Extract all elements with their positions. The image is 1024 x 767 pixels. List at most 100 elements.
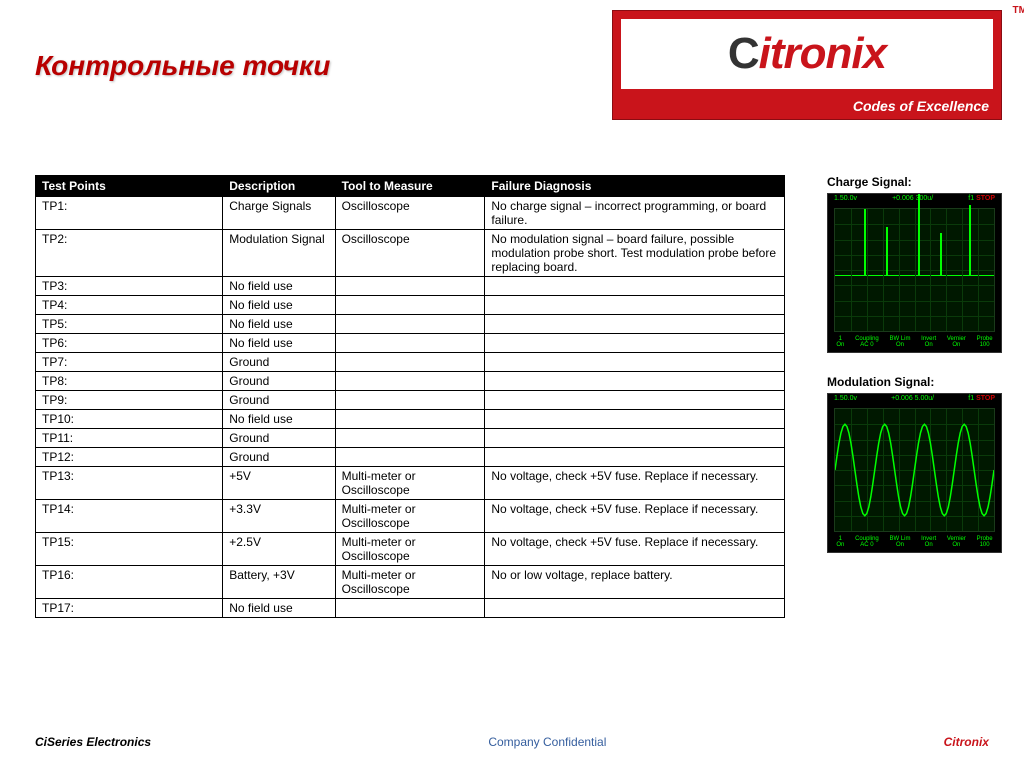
table-row: TP7:Ground bbox=[36, 353, 785, 372]
table-row: TP14:+3.3VMulti-meter or OscilloscopeNo … bbox=[36, 500, 785, 533]
scope-bottom-item: 1On bbox=[836, 336, 844, 348]
table-cell bbox=[485, 429, 785, 448]
scope-bottom-item: VernierOn bbox=[947, 336, 966, 348]
scope1-top-r1: f1 bbox=[968, 195, 974, 202]
scope-bottom-item: Probe100 bbox=[977, 336, 993, 348]
scope2-display: 1.50.0v +0.006 5.00u/ f1 STOP 1OnCouplin… bbox=[827, 393, 1002, 553]
logo-inner: Citronix bbox=[621, 19, 993, 89]
table-cell: TP1: bbox=[36, 197, 223, 230]
table-row: TP12:Ground bbox=[36, 448, 785, 467]
table-cell: Charge Signals bbox=[223, 197, 335, 230]
table-cell bbox=[335, 448, 485, 467]
scope-bottom-item: CouplingAC 0 bbox=[855, 336, 879, 348]
table-cell bbox=[485, 334, 785, 353]
table-cell bbox=[485, 391, 785, 410]
table-cell bbox=[335, 296, 485, 315]
table-cell: TP14: bbox=[36, 500, 223, 533]
table-cell bbox=[335, 334, 485, 353]
table-cell: TP10: bbox=[36, 410, 223, 429]
table-cell bbox=[335, 599, 485, 618]
table-cell: No charge signal – incorrect programming… bbox=[485, 197, 785, 230]
table-cell bbox=[485, 410, 785, 429]
table-row: TP2:Modulation SignalOscilloscopeNo modu… bbox=[36, 230, 785, 277]
table-cell: Oscilloscope bbox=[335, 230, 485, 277]
table-cell bbox=[335, 315, 485, 334]
scope-bottom-item: InvertOn bbox=[921, 336, 936, 348]
col-tool: Tool to Measure bbox=[335, 176, 485, 197]
col-description: Description bbox=[223, 176, 335, 197]
table-cell bbox=[335, 429, 485, 448]
table-cell: Ground bbox=[223, 353, 335, 372]
table-cell: TP4: bbox=[36, 296, 223, 315]
scope1-display: 1.50.0v +0.006 300u/ f1 STOP 1OnCoupling… bbox=[827, 193, 1002, 353]
table-cell: Multi-meter or Oscilloscope bbox=[335, 500, 485, 533]
footer-left: CiSeries Electronics bbox=[35, 735, 151, 749]
table-cell: TP6: bbox=[36, 334, 223, 353]
scope-bottom-item: 1On bbox=[836, 536, 844, 548]
table-cell: +2.5V bbox=[223, 533, 335, 566]
scope2-top-r1: f1 bbox=[968, 395, 974, 402]
table-cell: TP8: bbox=[36, 372, 223, 391]
table-cell bbox=[485, 353, 785, 372]
scope2-top-left: 1.50.0v bbox=[834, 395, 857, 407]
table-row: TP16:Battery, +3VMulti-meter or Oscillos… bbox=[36, 566, 785, 599]
table-cell: No field use bbox=[223, 410, 335, 429]
brand-logo: TM Citronix Codes of Excellence bbox=[612, 10, 1002, 120]
table-cell: TP17: bbox=[36, 599, 223, 618]
scope-bottom-item: CouplingAC 0 bbox=[855, 536, 879, 548]
table-row: TP15:+2.5VMulti-meter or OscilloscopeNo … bbox=[36, 533, 785, 566]
scope-bottom-item: Probe100 bbox=[977, 536, 993, 548]
table-row: TP8:Ground bbox=[36, 372, 785, 391]
table-cell bbox=[335, 372, 485, 391]
table-row: TP4:No field use bbox=[36, 296, 785, 315]
col-failure: Failure Diagnosis bbox=[485, 176, 785, 197]
logo-wordmark: Citronix bbox=[728, 29, 886, 79]
table-cell: TP5: bbox=[36, 315, 223, 334]
oscilloscope-panel: Charge Signal: 1.50.0v +0.006 300u/ f1 S… bbox=[827, 175, 1002, 553]
table-cell: No voltage, check +5V fuse. Replace if n… bbox=[485, 500, 785, 533]
scope-bottom-item: VernierOn bbox=[947, 536, 966, 548]
footer-right: Citronix bbox=[944, 735, 989, 749]
table-cell: Multi-meter or Oscilloscope bbox=[335, 467, 485, 500]
table-cell bbox=[485, 296, 785, 315]
table-cell: TP13: bbox=[36, 467, 223, 500]
table-cell: No field use bbox=[223, 599, 335, 618]
table-cell: Ground bbox=[223, 372, 335, 391]
scope1-label: Charge Signal: bbox=[827, 175, 1002, 189]
table-cell: Battery, +3V bbox=[223, 566, 335, 599]
table-cell: Oscilloscope bbox=[335, 197, 485, 230]
table-row: TP10:No field use bbox=[36, 410, 785, 429]
table-row: TP13:+5VMulti-meter or OscilloscopeNo vo… bbox=[36, 467, 785, 500]
scope2-top-center: +0.006 5.00u/ bbox=[891, 395, 934, 407]
table-cell: No field use bbox=[223, 334, 335, 353]
page-title: Контрольные точки bbox=[35, 50, 330, 82]
table-cell: Modulation Signal bbox=[223, 230, 335, 277]
table-row: TP11:Ground bbox=[36, 429, 785, 448]
table-cell: TP12: bbox=[36, 448, 223, 467]
table-cell bbox=[335, 277, 485, 296]
table-cell: Multi-meter or Oscilloscope bbox=[335, 533, 485, 566]
table-cell bbox=[335, 410, 485, 429]
scope-bottom-item: BW LimOn bbox=[889, 536, 910, 548]
table-cell: No voltage, check +5V fuse. Replace if n… bbox=[485, 467, 785, 500]
table-cell: No field use bbox=[223, 315, 335, 334]
scope-bottom-item: InvertOn bbox=[921, 536, 936, 548]
table-cell: TP7: bbox=[36, 353, 223, 372]
scope1-top-center: +0.006 300u/ bbox=[892, 195, 933, 207]
scope1-top-left: 1.50.0v bbox=[834, 195, 857, 207]
table-cell: No field use bbox=[223, 277, 335, 296]
table-cell: Ground bbox=[223, 448, 335, 467]
footer: CiSeries Electronics Company Confidentia… bbox=[35, 735, 989, 749]
table-row: TP3:No field use bbox=[36, 277, 785, 296]
table-cell bbox=[485, 372, 785, 391]
scope2-label: Modulation Signal: bbox=[827, 375, 1002, 389]
table-cell: TP9: bbox=[36, 391, 223, 410]
table-cell: +5V bbox=[223, 467, 335, 500]
trademark-icon: TM bbox=[1013, 5, 1024, 16]
table-cell: Multi-meter or Oscilloscope bbox=[335, 566, 485, 599]
table-cell: No modulation signal – board failure, po… bbox=[485, 230, 785, 277]
table-cell: TP16: bbox=[36, 566, 223, 599]
table-row: TP6:No field use bbox=[36, 334, 785, 353]
col-test-points: Test Points bbox=[36, 176, 223, 197]
table-cell: Ground bbox=[223, 429, 335, 448]
